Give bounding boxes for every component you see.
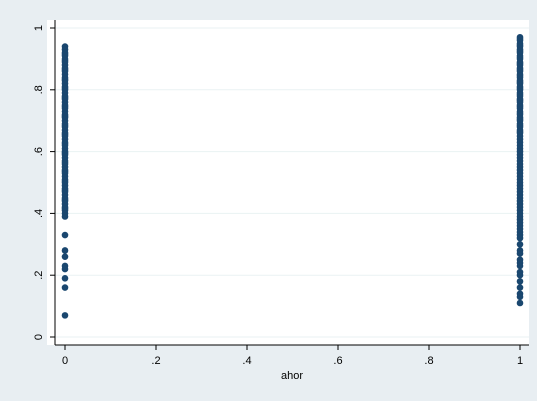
data-point bbox=[61, 149, 69, 157]
data-point bbox=[61, 131, 69, 138]
axes bbox=[54, 20, 529, 346]
y-ticks: 0 .2 .4 .6 .8 1 bbox=[33, 25, 55, 340]
data-point bbox=[516, 293, 524, 301]
x-tick-label: .6 bbox=[333, 355, 342, 367]
data-point bbox=[61, 122, 69, 129]
y-tick-label: .2 bbox=[33, 271, 45, 280]
data-point bbox=[61, 231, 69, 239]
data-point bbox=[516, 250, 524, 257]
data-point bbox=[516, 128, 524, 135]
data-points bbox=[61, 33, 524, 319]
data-point bbox=[61, 274, 69, 282]
data-point bbox=[516, 84, 524, 92]
data-point bbox=[61, 186, 69, 194]
data-point bbox=[61, 84, 69, 92]
data-point bbox=[61, 168, 69, 175]
data-point bbox=[516, 241, 524, 248]
y-tick-label: 1 bbox=[33, 25, 45, 31]
data-point bbox=[516, 47, 524, 55]
data-point bbox=[61, 75, 69, 83]
y-tick-label: 0 bbox=[33, 334, 45, 340]
data-point bbox=[61, 213, 69, 220]
data-point bbox=[61, 284, 69, 291]
data-point bbox=[516, 97, 524, 104]
data-point bbox=[516, 66, 524, 74]
x-tick-label: 1 bbox=[517, 355, 523, 367]
data-point bbox=[61, 112, 69, 120]
data-point bbox=[516, 109, 524, 117]
data-point bbox=[516, 60, 524, 67]
y-tick-label: .4 bbox=[33, 209, 45, 218]
y-tick-label: .6 bbox=[33, 147, 45, 156]
data-point bbox=[516, 271, 524, 279]
x-ticks: 0 .2 .4 .6 .8 1 bbox=[62, 345, 523, 367]
plot-area bbox=[47, 20, 529, 345]
x-tick-label: .4 bbox=[242, 355, 251, 367]
data-point bbox=[516, 54, 524, 61]
data-point bbox=[516, 284, 524, 291]
data-point bbox=[61, 247, 69, 254]
data-point bbox=[516, 35, 524, 43]
data-point bbox=[516, 91, 524, 98]
data-point bbox=[61, 50, 69, 58]
data-point bbox=[61, 265, 69, 273]
data-point bbox=[61, 205, 69, 213]
data-point bbox=[516, 41, 524, 49]
x-axis-label: ahor bbox=[281, 370, 303, 382]
grid-lines bbox=[55, 27, 529, 338]
data-point bbox=[516, 299, 524, 307]
x-tick-label: 0 bbox=[62, 355, 68, 367]
data-point bbox=[516, 72, 524, 80]
data-point bbox=[61, 196, 69, 203]
data-point bbox=[516, 78, 524, 86]
data-point bbox=[61, 57, 69, 64]
data-point bbox=[61, 159, 69, 166]
data-point bbox=[516, 122, 524, 129]
x-tick-label: .8 bbox=[424, 355, 433, 367]
data-point bbox=[61, 66, 69, 74]
data-point bbox=[61, 312, 69, 319]
data-point bbox=[516, 234, 524, 242]
data-point bbox=[516, 115, 524, 123]
data-point bbox=[61, 94, 69, 101]
data-point bbox=[61, 253, 69, 260]
data-point bbox=[61, 103, 69, 111]
data-point bbox=[61, 140, 69, 148]
data-point bbox=[516, 103, 524, 111]
data-point bbox=[516, 278, 524, 285]
y-tick-label: .8 bbox=[33, 85, 45, 94]
x-tick-label: .2 bbox=[151, 355, 160, 367]
data-point bbox=[61, 177, 69, 185]
data-point bbox=[516, 262, 524, 270]
